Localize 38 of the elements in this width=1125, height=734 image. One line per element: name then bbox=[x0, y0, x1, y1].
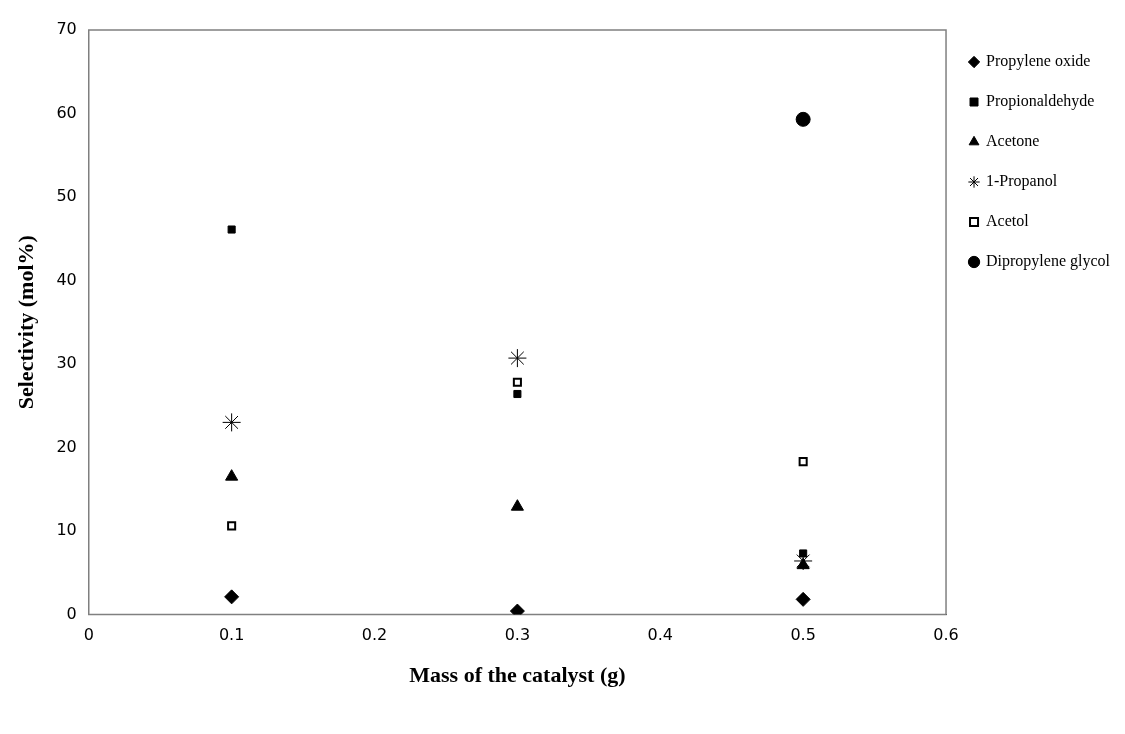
y-tick-label: 10 bbox=[56, 520, 77, 540]
point bbox=[799, 549, 808, 558]
y-tick-label: 30 bbox=[56, 353, 77, 373]
x-tick-label: 0.3 bbox=[504, 625, 531, 645]
point bbox=[222, 412, 242, 432]
point bbox=[795, 591, 811, 607]
point bbox=[795, 111, 811, 127]
point bbox=[798, 457, 808, 467]
point bbox=[227, 225, 236, 234]
point bbox=[224, 589, 240, 605]
point bbox=[227, 521, 237, 531]
point bbox=[796, 557, 810, 570]
y-tick-label: 50 bbox=[56, 186, 77, 206]
x-tick-label: 0.1 bbox=[218, 625, 245, 645]
point bbox=[507, 348, 527, 368]
point bbox=[512, 377, 522, 387]
x-axis-title: Mass of the catalyst (g) bbox=[409, 662, 626, 688]
x-tick-label: 0 bbox=[83, 625, 94, 645]
y-tick-label: 70 bbox=[56, 19, 77, 39]
point bbox=[793, 551, 813, 571]
legend-label: Propionaldehyde bbox=[986, 92, 1095, 111]
legend-label: Acetol bbox=[986, 212, 1030, 230]
legend-label: Acetone bbox=[986, 132, 1040, 150]
x-tick-label: 0.2 bbox=[361, 625, 388, 645]
y-tick-label: 0 bbox=[66, 603, 77, 623]
x-tick-label: 0.5 bbox=[790, 625, 816, 645]
y-tick-label: 40 bbox=[56, 269, 77, 289]
point bbox=[513, 389, 522, 399]
x-tick-label: 0.4 bbox=[647, 625, 673, 645]
legend-label: Propylene oxide bbox=[986, 52, 1091, 71]
point bbox=[510, 499, 524, 511]
y-tick-label: 60 bbox=[56, 102, 77, 122]
point bbox=[225, 469, 239, 481]
y-axis-title: Selectivity (mol%) bbox=[12, 235, 38, 410]
legend-label: Dipropylene glycol bbox=[986, 252, 1111, 271]
legend-label: 1-Propanol bbox=[986, 172, 1058, 191]
x-tick-label: 0.6 bbox=[933, 625, 959, 645]
y-tick-label: 20 bbox=[56, 436, 77, 456]
